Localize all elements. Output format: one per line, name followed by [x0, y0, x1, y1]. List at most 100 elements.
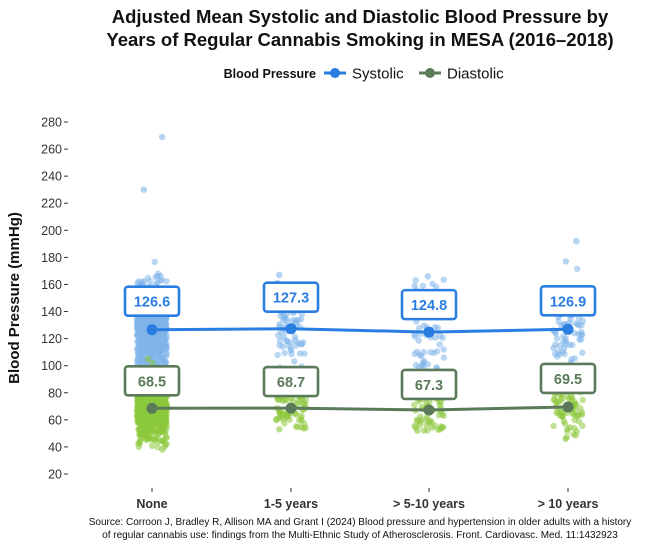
y-tick-label: 20 — [48, 468, 62, 482]
value-label: 69.5 — [554, 372, 582, 388]
jitter-point — [412, 277, 419, 284]
value-label-box — [262, 365, 320, 398]
jitter-point — [281, 396, 289, 404]
jitter-point — [555, 318, 562, 325]
jitter-point — [573, 428, 580, 435]
jitter-point — [419, 282, 427, 290]
legend: Blood Pressure Systolic Diastolic — [224, 66, 505, 83]
jitter-point — [137, 339, 145, 346]
jitter-point — [427, 349, 434, 356]
jitter-point — [559, 348, 566, 355]
jitter-point — [300, 339, 307, 346]
jitter-point — [426, 398, 433, 406]
mean-point-diastolic — [423, 404, 435, 416]
jitter-point — [163, 413, 170, 420]
value-label-box — [539, 362, 597, 395]
jitter-point — [572, 320, 580, 327]
jitter-point — [417, 418, 424, 426]
jitter-point — [136, 405, 144, 412]
y-tick-label: 100 — [41, 359, 62, 373]
mean-point-systolic — [562, 323, 574, 335]
y-tick-label: 80 — [48, 386, 62, 400]
jitter-point — [562, 435, 569, 442]
jitter-point — [149, 442, 156, 449]
jitter-point — [292, 423, 300, 430]
jitter-point — [412, 361, 420, 369]
jitter-point — [432, 422, 439, 429]
y-tick-label: 180 — [41, 251, 62, 265]
jitter-point — [579, 396, 586, 404]
jitter-point — [156, 337, 164, 345]
x-tick-label: 1-5 years — [264, 497, 318, 511]
value-label: 127.3 — [273, 291, 309, 307]
jitter-point — [565, 395, 573, 403]
mean-point-diastolic — [562, 401, 574, 413]
legend-label-systolic: Systolic — [352, 66, 404, 83]
jitter-point — [135, 440, 142, 447]
jitter-point — [575, 331, 583, 338]
jitter-point — [149, 359, 156, 367]
value-label-box — [123, 285, 181, 317]
value-label: 67.3 — [415, 378, 443, 394]
jitter-point — [436, 341, 443, 348]
jitter-point — [556, 342, 564, 349]
jitter-point — [276, 342, 283, 349]
jitter-point — [141, 344, 148, 351]
jitter-point — [144, 274, 152, 282]
jitter-point — [411, 422, 418, 429]
x-tick-label: None — [136, 497, 167, 511]
value-label: 68.5 — [138, 374, 166, 390]
value-label: 124.8 — [411, 298, 447, 314]
y-tick-label: 260 — [41, 143, 62, 157]
jitter-point — [562, 258, 570, 265]
jitter-point — [576, 315, 583, 322]
jitter-point — [159, 133, 166, 141]
jitter-point — [276, 426, 283, 433]
jitter-point — [135, 344, 142, 352]
jitter-point — [300, 425, 307, 432]
y-axis-title: Blood Pressure (mmHg) — [6, 212, 23, 384]
value-label: 126.9 — [550, 294, 586, 310]
jitter-point — [134, 331, 142, 338]
y-tick-label: 40 — [48, 440, 62, 454]
jitter-point — [156, 346, 163, 353]
jitter-point — [579, 422, 586, 429]
jitter-point — [436, 402, 443, 409]
jitter-point — [424, 361, 431, 368]
jitter-point — [411, 401, 418, 409]
jitter-point — [139, 422, 147, 429]
jitter-point — [274, 351, 281, 359]
jitter-point — [294, 400, 301, 407]
jitter-point — [277, 328, 285, 336]
series-lines — [146, 323, 574, 416]
jitter-point — [287, 339, 295, 346]
chart-title-line2: Years of Regular Cannabis Smoking in MES… — [106, 29, 613, 50]
jitter-point — [568, 355, 575, 363]
jitter-point — [562, 340, 570, 348]
jitter-point — [301, 350, 308, 357]
value-label: 126.6 — [134, 295, 170, 311]
legend-swatch-point — [330, 68, 340, 78]
jitter-point — [555, 398, 562, 405]
jitter-point — [280, 415, 287, 423]
jitter-point — [140, 186, 147, 193]
y-tick-label: 140 — [41, 305, 62, 319]
jitter-point — [579, 349, 586, 356]
jitter-point — [550, 396, 557, 404]
jitter-point — [151, 337, 159, 344]
jitter-point — [284, 413, 292, 420]
jitter-point — [292, 342, 300, 349]
jitter-point — [564, 427, 571, 435]
jitter-points — [133, 133, 587, 453]
value-label-box — [262, 281, 320, 314]
x-axis: None 1-5 years > 5-10 years > 10 years — [136, 488, 598, 511]
jitter-point — [424, 427, 431, 434]
jitter-point — [161, 343, 168, 350]
jitter-point — [423, 421, 430, 429]
y-tick-label: 160 — [41, 278, 62, 292]
jitter-point — [275, 396, 282, 403]
value-label-box — [400, 368, 458, 401]
y-tick-label: 120 — [41, 332, 62, 346]
y-tick-label: 240 — [41, 170, 62, 184]
value-label: 68.7 — [277, 375, 305, 391]
